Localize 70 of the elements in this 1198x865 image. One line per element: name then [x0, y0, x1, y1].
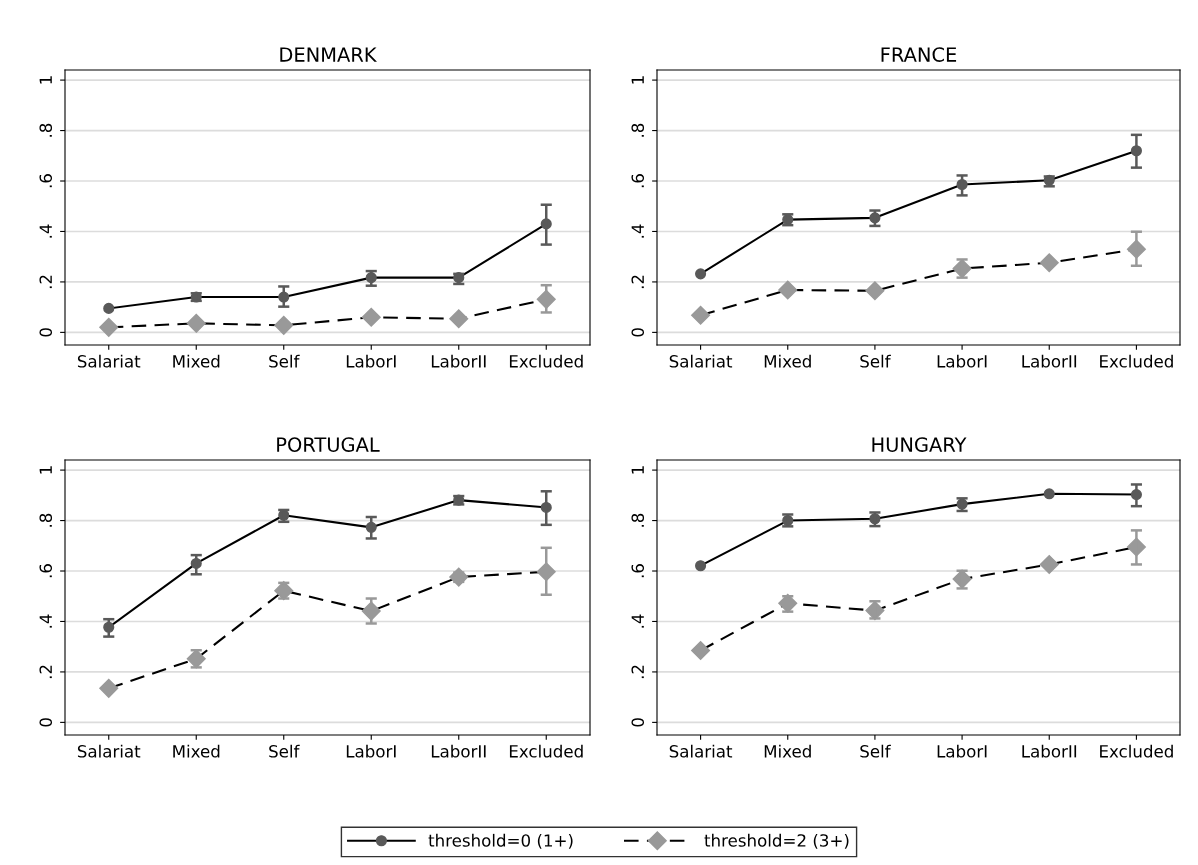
x-tick-label: Mixed — [173, 354, 220, 368]
y-tick-label: .4 — [39, 614, 52, 628]
x-tick-label: LaborII — [1022, 354, 1077, 368]
chart-title: HUNGARY — [872, 437, 967, 452]
x-tick-label: Salariat — [77, 354, 141, 368]
y-tick-label: .6 — [39, 564, 53, 578]
point — [695, 268, 707, 280]
point — [99, 678, 119, 698]
x-tick-label: LaborI — [346, 744, 396, 758]
y-tick-label: .6 — [631, 564, 645, 578]
y-tick-label: .4 — [39, 224, 52, 238]
x-tick-label: Self — [860, 354, 891, 368]
y-tick-label: .6 — [39, 174, 53, 188]
y-tick-label: .6 — [631, 174, 645, 188]
y-tick-label: .2 — [631, 665, 644, 679]
x-tick-label: Self — [860, 744, 891, 758]
y-tick-label: .8 — [631, 513, 645, 527]
point — [361, 307, 381, 327]
legend-label: threshold=2 (3+) — [704, 833, 849, 849]
y-tick-label: .2 — [39, 275, 52, 289]
y-tick-label: 0 — [631, 718, 645, 727]
x-tick-label: LaborII — [431, 744, 486, 758]
chart-title: FRANCE — [881, 47, 957, 62]
y-tick-label: .4 — [631, 614, 644, 628]
point — [186, 313, 206, 333]
x-tick-label: LaborI — [937, 354, 987, 368]
x-tick-label: Mixed — [173, 744, 220, 758]
y-tick-label: 0 — [39, 718, 53, 727]
x-tick-label: Salariat — [669, 744, 733, 758]
y-tick-label: .8 — [631, 123, 645, 137]
x-tick-label: Mixed — [764, 354, 811, 368]
chart-title: DENMARK — [280, 47, 377, 62]
y-tick-label: 0 — [39, 328, 53, 337]
y-tick-label: 1 — [631, 76, 644, 84]
point — [103, 302, 115, 314]
y-tick-label: .4 — [631, 224, 644, 238]
legend-label: threshold=0 (1+) — [428, 833, 573, 849]
point — [1039, 554, 1059, 574]
x-tick-label: LaborI — [346, 354, 396, 368]
chart-title: PORTUGAL — [277, 437, 380, 452]
y-tick-label: .2 — [39, 665, 52, 679]
y-tick-label: .8 — [39, 123, 53, 137]
x-tick-label: Self — [269, 354, 300, 368]
point — [778, 280, 798, 300]
x-tick-label: Self — [269, 744, 300, 758]
point — [691, 305, 711, 325]
point — [695, 560, 707, 572]
y-tick-label: 1 — [39, 466, 52, 474]
point — [1039, 253, 1059, 273]
x-tick-label: LaborII — [431, 354, 486, 368]
point — [449, 309, 469, 329]
y-tick-label: .2 — [631, 275, 644, 289]
y-tick-label: 1 — [631, 466, 644, 474]
x-tick-label: Excluded — [1100, 354, 1173, 368]
x-tick-label: LaborII — [1022, 744, 1077, 758]
x-tick-label: Excluded — [509, 354, 583, 368]
point — [274, 315, 294, 335]
point — [691, 640, 711, 661]
y-tick-label: 0 — [631, 328, 645, 337]
x-tick-label: Salariat — [669, 354, 733, 368]
x-tick-label: Mixed — [764, 744, 811, 758]
point — [865, 281, 885, 301]
y-tick-label: 1 — [39, 76, 52, 84]
point — [99, 317, 119, 337]
x-tick-label: Salariat — [77, 744, 141, 758]
y-tick-label: .8 — [39, 513, 53, 527]
x-tick-label: Excluded — [1100, 744, 1173, 758]
x-tick-label: Excluded — [509, 744, 583, 758]
point — [1043, 488, 1055, 500]
x-tick-label: LaborI — [937, 744, 987, 758]
